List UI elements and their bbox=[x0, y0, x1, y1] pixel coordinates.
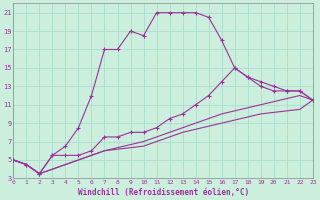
X-axis label: Windchill (Refroidissement éolien,°C): Windchill (Refroidissement éolien,°C) bbox=[77, 188, 249, 197]
